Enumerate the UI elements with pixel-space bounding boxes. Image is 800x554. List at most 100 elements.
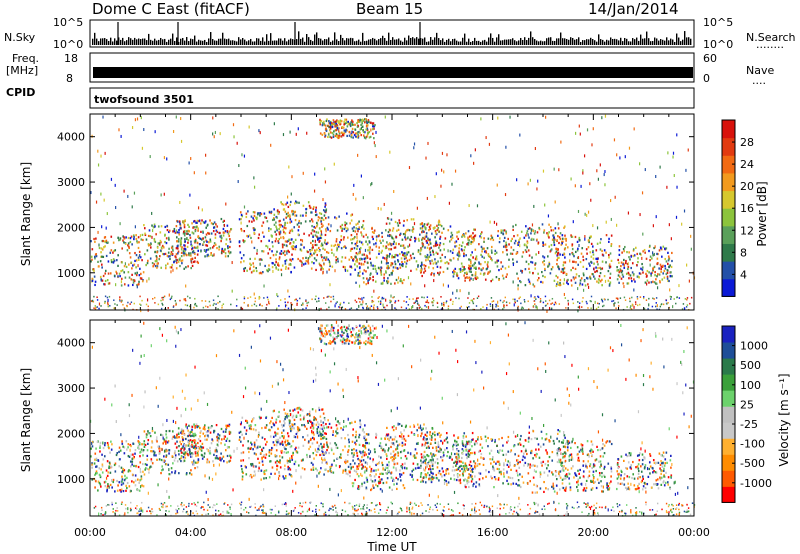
power-echo: [514, 301, 516, 304]
power-echo: [630, 255, 633, 258]
power-echo: [547, 233, 549, 236]
power-echo: [333, 253, 335, 257]
power-echo: [394, 301, 396, 304]
power-echo: [462, 233, 464, 237]
power-echo: [373, 308, 375, 310]
power-echo: [108, 295, 111, 298]
velocity-echo: [418, 426, 420, 429]
power-echo: [610, 244, 613, 248]
power-echo: [678, 284, 680, 288]
velocity-echo: [561, 464, 563, 467]
power-echo: [536, 187, 538, 191]
power-echo: [375, 242, 377, 245]
velocity-echo: [493, 460, 495, 464]
velocity-echo: [316, 421, 319, 424]
velocity-echo: [539, 473, 542, 476]
velocity-echo: [447, 468, 449, 471]
velocity-echo: [265, 476, 267, 480]
velocity-echo: [106, 486, 109, 489]
power-echo: [595, 249, 598, 252]
power-colorbar-label: Power [dB]: [755, 181, 769, 246]
velocity-echo: [534, 464, 536, 467]
nsky-bar: [358, 39, 360, 45]
velocity-echo: [283, 446, 286, 449]
nsky-bar: [524, 37, 526, 45]
power-echo: [322, 247, 324, 250]
nsky-bar: [382, 35, 384, 45]
power-echo: [291, 247, 294, 250]
velocity-echo: [348, 339, 351, 342]
power-echo: [356, 265, 359, 268]
power-echo: [527, 182, 529, 186]
power-echo: [399, 278, 402, 281]
power-echo: [391, 237, 394, 240]
velocity-echo: [644, 466, 646, 469]
power-echo: [479, 235, 481, 238]
power-echo: [393, 246, 396, 249]
power-echo: [572, 266, 574, 269]
velocity-echo: [437, 444, 440, 447]
power-echo: [264, 264, 266, 268]
power-echo: [354, 128, 357, 131]
nsky-bar: [528, 37, 530, 45]
power-echo: [553, 243, 556, 247]
power-echo: [320, 264, 323, 267]
power-echo: [187, 241, 189, 244]
power-echo: [302, 263, 305, 266]
power-echo: [355, 223, 358, 226]
power-echo: [361, 125, 364, 128]
power-echo: [309, 252, 312, 255]
nsky-bar: [250, 38, 252, 45]
power-echo: [186, 230, 188, 233]
power-echo: [484, 260, 486, 264]
power-echo: [368, 248, 371, 251]
power-echo: [392, 255, 394, 259]
power-echo: [596, 257, 599, 260]
power-echo: [416, 300, 418, 302]
power-echo: [355, 244, 357, 247]
velocity-echo: [399, 479, 402, 482]
power-echo: [417, 297, 419, 299]
power-echo: [90, 240, 92, 243]
power-echo: [273, 223, 276, 226]
power-echo: [415, 299, 418, 301]
nsky-bar: [222, 32, 224, 45]
nsky-bar: [418, 38, 420, 45]
power-echo: [531, 261, 534, 264]
power-echo: [153, 263, 156, 266]
power-echo: [670, 265, 673, 269]
power-echo: [380, 266, 382, 269]
power-echo: [380, 260, 383, 264]
power-echo: [628, 256, 630, 259]
power-echo: [419, 249, 422, 252]
velocity-echo: [229, 455, 232, 458]
power-echo: [270, 228, 272, 231]
power-echo: [324, 135, 326, 138]
power-echo: [480, 236, 483, 239]
power-echo: [284, 267, 287, 270]
power-echo: [405, 301, 408, 303]
power-echo: [372, 128, 374, 131]
power-echo: [424, 269, 427, 273]
power-echo: [328, 268, 330, 271]
power-echo: [424, 284, 426, 288]
power-echo: [315, 213, 318, 216]
velocity-echo: [304, 425, 306, 428]
power-echo: [105, 239, 108, 242]
power-echo: [265, 244, 267, 248]
power-echo: [157, 225, 160, 228]
velocity-echo: [388, 461, 390, 464]
power-echo: [683, 307, 686, 309]
power-echo: [382, 239, 384, 242]
nsky-bar: [630, 41, 632, 45]
power-echo: [383, 202, 385, 206]
power-echo: [351, 127, 354, 131]
velocity-echo: [652, 459, 655, 462]
power-echo: [561, 234, 564, 237]
power-echo: [577, 209, 580, 213]
power-echo: [588, 240, 590, 244]
power-echo: [664, 267, 667, 270]
power-echo: [534, 263, 536, 266]
velocity-echo: [195, 442, 197, 446]
velocity-echo: [288, 421, 291, 425]
